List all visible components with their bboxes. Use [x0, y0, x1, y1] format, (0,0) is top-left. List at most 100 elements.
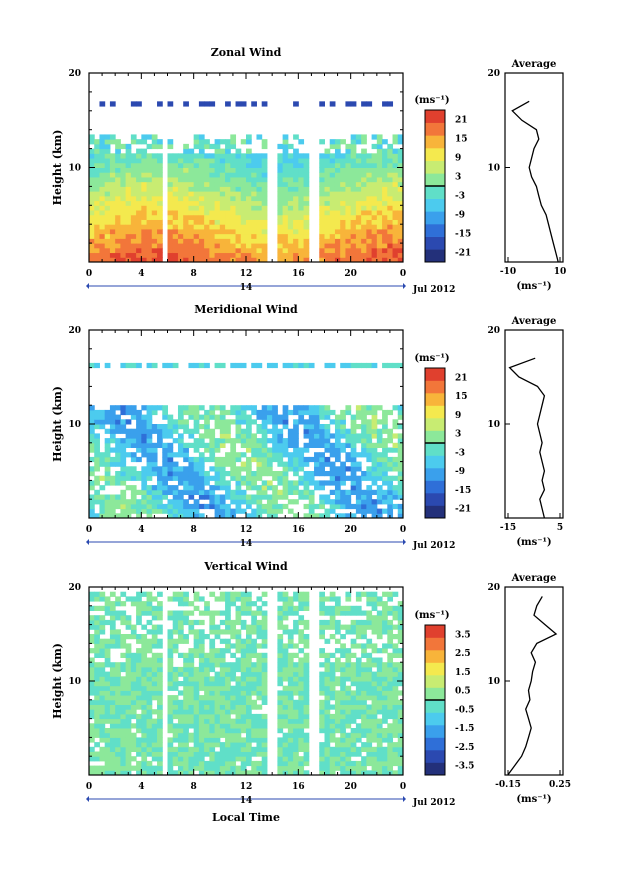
heatmap-cell — [350, 224, 357, 230]
heatmap-cell — [235, 676, 242, 682]
heatmap-cell — [293, 224, 299, 230]
heatmap-cell — [219, 742, 226, 748]
heatmap-cell — [89, 414, 95, 420]
heatmap-cell — [125, 643, 132, 649]
heatmap-cell — [151, 732, 158, 738]
heatmap-cell — [183, 508, 189, 514]
heatmap-cell — [256, 629, 263, 635]
heatmap-cell — [319, 601, 325, 607]
heatmap-cell — [188, 456, 195, 463]
heatmap-cell — [230, 442, 237, 448]
heatmap-cell — [188, 442, 195, 448]
heatmap-cell — [382, 456, 388, 463]
heatmap-cell — [324, 461, 331, 467]
heatmap-cell — [167, 424, 174, 430]
heatmap-cell — [329, 756, 336, 762]
heatmap-cell — [214, 243, 221, 249]
heatmap-cell — [392, 233, 399, 239]
heatmap-cell — [251, 732, 257, 738]
heatmap-cell — [183, 442, 189, 448]
heatmap-cell — [387, 224, 394, 230]
heatmap-cell — [209, 247, 216, 254]
heatmap-cell — [246, 685, 252, 691]
heatmap-cell — [266, 419, 273, 425]
heatmap-cell — [387, 610, 394, 616]
heatmap-cell — [172, 756, 179, 762]
heatmap-cell — [94, 233, 100, 239]
heatmap-cell — [282, 224, 289, 230]
heatmap-cell — [251, 224, 257, 230]
chart-title: Vertical Wind — [203, 560, 288, 573]
heatmap-cell — [334, 438, 341, 444]
heatmap-cell — [361, 139, 367, 145]
heatmap-cell — [157, 210, 163, 216]
heatmap-cell — [282, 158, 289, 164]
heatmap-cell — [219, 158, 226, 164]
heatmap-cell — [277, 456, 284, 463]
heatmap-cell — [225, 704, 231, 710]
heatmap-cell — [157, 228, 163, 235]
heatmap-cell — [115, 205, 121, 211]
heatmap-cell — [136, 257, 142, 263]
heatmap-cell — [282, 591, 289, 597]
heatmap-cell — [198, 475, 205, 481]
colorbar-swatch — [425, 148, 445, 161]
heatmap-cell — [115, 480, 121, 486]
heatmap-cell — [104, 176, 111, 183]
heatmap-cell — [382, 243, 388, 249]
heatmap-cell — [282, 186, 289, 192]
heatmap-cell — [219, 162, 226, 168]
heatmap-cell — [246, 214, 252, 220]
heatmap-cell — [298, 247, 305, 254]
heatmap-cell — [397, 713, 404, 720]
heatmap-cell — [282, 475, 289, 481]
heatmap-cell — [198, 466, 205, 472]
heatmap-cell — [167, 447, 174, 453]
heatmap-cell — [188, 205, 195, 211]
heatmap-cell — [94, 158, 100, 164]
heatmap-cell — [287, 718, 294, 724]
heatmap-cell — [89, 746, 95, 752]
heatmap-cell — [240, 167, 247, 173]
heatmap-cell — [99, 162, 106, 168]
heatmap-cell — [376, 601, 383, 607]
heatmap-cell — [235, 452, 242, 458]
heatmap-cell — [345, 648, 352, 654]
heatmap-cell — [308, 362, 315, 369]
heatmap-cell — [136, 362, 142, 369]
heatmap-cell — [376, 205, 383, 211]
heatmap-cell — [209, 690, 216, 696]
heatmap-cell — [324, 709, 331, 715]
heatmap-cell — [282, 709, 289, 715]
heatmap-cell — [251, 638, 257, 644]
heatmap-cell — [287, 704, 294, 710]
heatmap-cell — [329, 186, 336, 192]
heatmap-cell — [104, 233, 111, 239]
heatmap-cell — [193, 456, 200, 463]
heatmap-cell — [277, 172, 284, 178]
heatmap-cell — [261, 657, 268, 663]
heatmap-cell — [89, 134, 95, 140]
heatmap-cell — [340, 200, 346, 206]
heatmap-cell — [115, 765, 121, 771]
heatmap-cell — [251, 751, 257, 757]
heatmap-cell — [240, 452, 247, 458]
heatmap-cell — [345, 718, 352, 724]
heatmap-cell — [104, 699, 111, 705]
heatmap-cell — [193, 252, 200, 258]
heatmap-cell — [361, 162, 367, 168]
heatmap-cell — [188, 601, 195, 607]
heatmap-cell — [151, 624, 158, 630]
heatmap-cell — [214, 723, 221, 729]
heatmap-cell — [371, 162, 378, 168]
heatmap-cell — [109, 233, 116, 239]
heatmap-cell — [235, 765, 242, 771]
heatmap-cell — [183, 756, 189, 762]
heatmap-cell — [382, 760, 388, 767]
heatmap-cell — [89, 456, 95, 463]
heatmap-cell — [371, 181, 378, 187]
heatmap-cell — [94, 723, 100, 729]
heatmap-cell — [277, 162, 284, 168]
heatmap-cell — [235, 508, 242, 514]
heatmap-cell — [94, 718, 100, 724]
